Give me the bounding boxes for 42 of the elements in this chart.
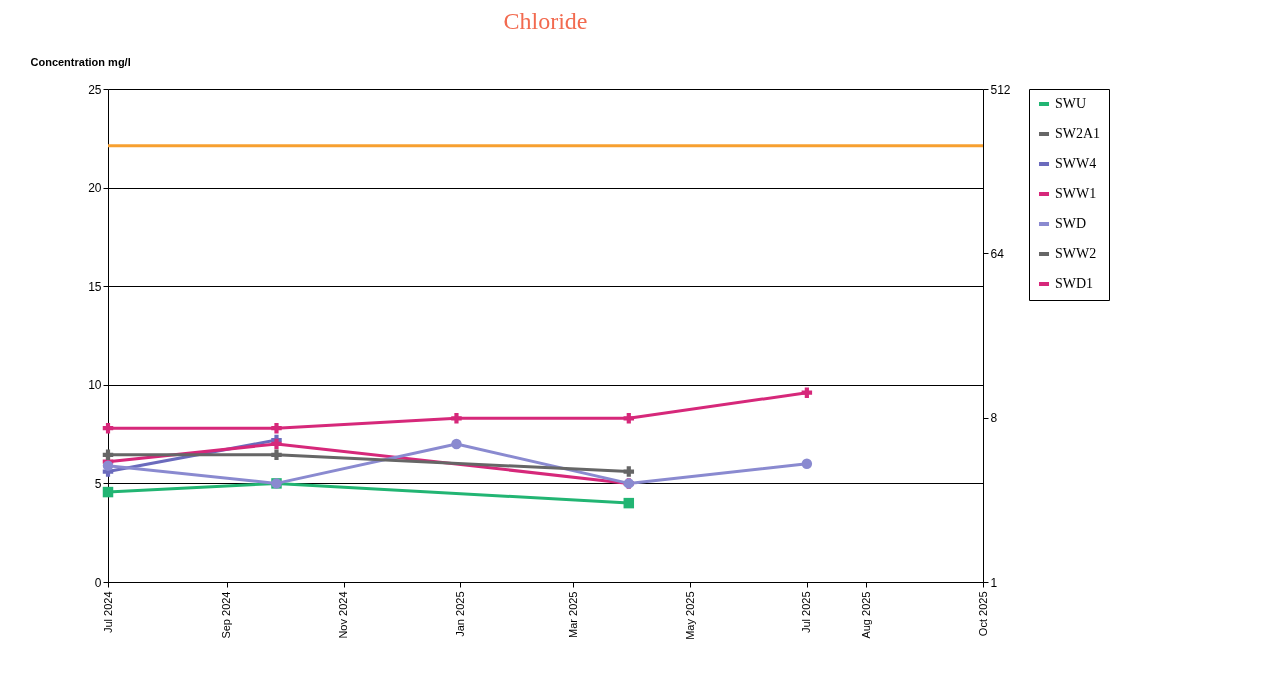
point: [801, 387, 813, 398]
legend-label: SWD: [1055, 216, 1087, 231]
x-tick-label: Mar 2025: [566, 591, 579, 638]
y2-tick-label: 64: [990, 246, 1005, 261]
y-tick-label: 10: [88, 378, 102, 393]
legend-label: SWD1: [1055, 276, 1094, 291]
x-tick-label: Jul 2024: [101, 591, 114, 634]
x-tick-label: Jan 2025: [453, 591, 466, 637]
point: [623, 497, 635, 509]
y2-tick-label: 512: [990, 82, 1011, 97]
y-tick-label: 5: [94, 476, 102, 491]
y-tick-label: 20: [88, 181, 102, 196]
point: [801, 458, 813, 469]
y2-tick-label: 1: [990, 575, 998, 590]
y-tick-label: 25: [88, 82, 102, 97]
x-tick-label: Oct 2025: [976, 591, 989, 637]
point: [271, 422, 282, 434]
x-tick-label: Nov 2024: [337, 591, 349, 639]
point: [623, 466, 635, 477]
chart-title: Chloride: [503, 8, 588, 34]
legend-label: SWW4: [1055, 156, 1097, 171]
legend-label: SWU: [1055, 96, 1087, 111]
x-tick-label: Jul 2025: [800, 591, 813, 634]
y2-tick-label: 8: [990, 411, 998, 426]
point: [102, 449, 114, 461]
legend-label: SWW2: [1055, 246, 1097, 261]
x-tick-label: Sep 2024: [220, 591, 233, 639]
y-axis-title: Concentration mg/l: [30, 55, 131, 68]
point: [451, 438, 462, 450]
point: [102, 422, 114, 434]
point: [102, 486, 114, 498]
x-tick-label: May 2025: [683, 591, 696, 640]
point: [271, 449, 282, 461]
point: [623, 413, 635, 424]
y-tick-label: 15: [88, 279, 102, 294]
point: [451, 413, 462, 424]
y-tick-label: 0: [94, 575, 102, 590]
point: [102, 460, 114, 471]
x-tick-label: Aug 2025: [859, 591, 872, 639]
legend-label: SWW1: [1055, 186, 1097, 201]
point: [271, 438, 282, 450]
legend-label: SW2A1: [1055, 126, 1101, 141]
